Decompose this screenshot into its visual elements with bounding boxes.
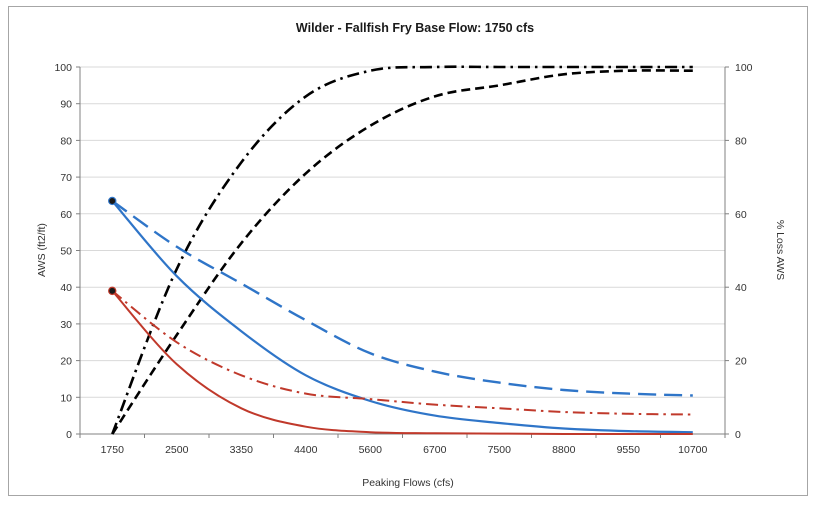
y2-axis-label: % Loss AWS [774,220,786,280]
y-tick-label: 0 [66,429,72,441]
y-tick-label: 90 [60,99,72,111]
x-tick-label: 8800 [552,444,576,456]
y-tick-label: 40 [60,282,72,294]
y2-axis-ticks: 0 20 40 60 80 100 [735,62,753,441]
x-tick-label: 7500 [488,444,512,456]
y-tick-label: 50 [60,246,72,258]
y2-tick-label: 0 [735,429,741,441]
series-marker-5 [109,287,116,294]
series-marker-3 [109,197,116,204]
x-tick-label: 3350 [230,444,254,456]
y-axis-label: AWS (ft2/ft) [36,223,48,277]
y-axis-ticks: 0 10 20 30 40 50 60 70 80 90 100 [54,62,72,441]
x-axis-label: Peaking Flows (cfs) [362,477,454,489]
y-tick-label: 20 [60,356,72,368]
y2-tick-label: 80 [735,135,747,147]
series-markers [109,197,116,294]
chart-title: Wilder - Fallfish Fry Base Flow: 1750 cf… [296,21,534,35]
series-line-6 [112,291,693,415]
x-tick-label: 1750 [101,444,125,456]
x-axis-ticks: 1750 2500 3350 4400 5600 6700 7500 8800 9550 1070… [101,444,708,456]
grid [80,67,725,397]
x-tick-label: 6700 [423,444,447,456]
y2-tick-label: 60 [735,209,747,221]
series-line-2 [112,70,693,434]
x-tick-label: 4400 [294,444,318,456]
y2-tick-label: 40 [735,282,747,294]
y-tick-label: 10 [60,392,72,404]
y-tick-label: 30 [60,319,72,331]
axes [76,67,729,438]
x-tick-label: 2500 [165,444,189,456]
y-tick-label: 80 [60,135,72,147]
y-tick-label: 60 [60,209,72,221]
y-tick-label: 100 [54,62,72,74]
x-tick-label: 10700 [678,444,707,456]
y2-tick-label: 20 [735,356,747,368]
x-tick-label: 5600 [359,444,383,456]
y2-tick-label: 100 [735,62,753,74]
y-tick-label: 70 [60,172,72,184]
x-tick-label: 9550 [617,444,641,456]
